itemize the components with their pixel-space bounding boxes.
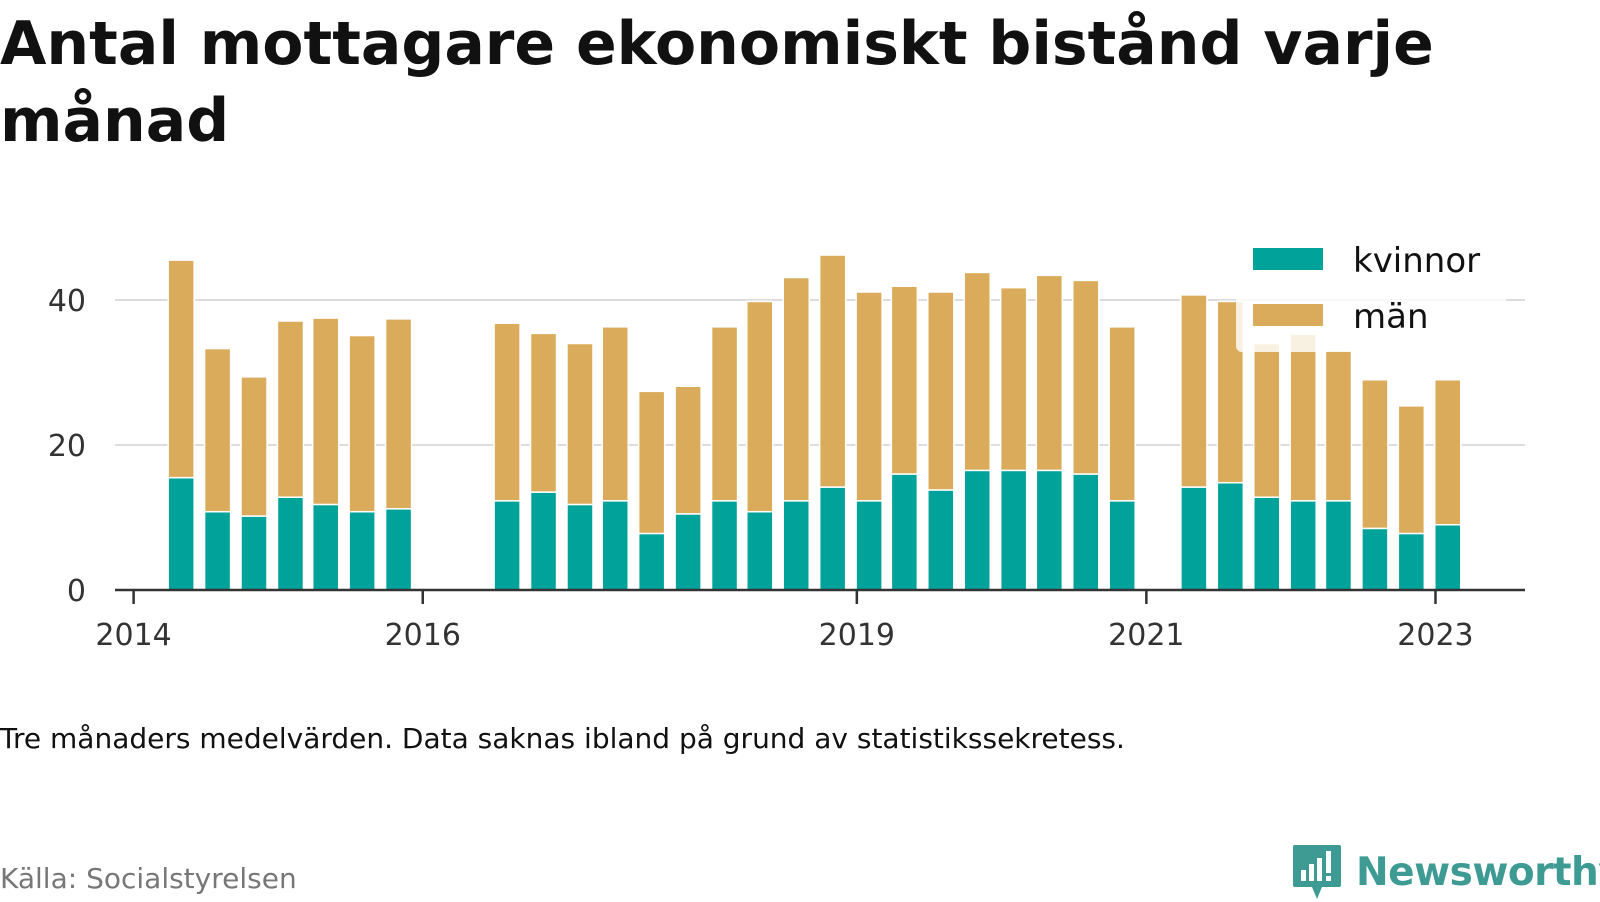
bar-kvinnor [746,510,774,591]
bar-kvinnor [1361,527,1389,591]
bar-man [566,342,594,506]
bar-kvinnor [890,473,919,591]
bar-man [746,300,774,513]
bar-man [674,385,702,515]
bar-kvinnor [710,500,739,591]
bar-kvinnor [1180,486,1208,591]
bar-man [782,276,810,502]
bar-man [384,318,413,510]
bar-man [276,320,305,498]
bar-kvinnor [999,469,1028,591]
bar-man [999,286,1028,472]
bar-kvinnor [348,510,376,591]
x-tick-label: 2014 [95,618,171,653]
bar-kvinnor [529,491,558,591]
bar-man [601,326,629,502]
bar-man [963,271,991,472]
y-tick-label: 0 [67,574,86,609]
bar-kvinnor [963,469,991,591]
bar-man [1324,350,1353,502]
bar-kvinnor [1397,532,1426,591]
bar-man [927,291,955,491]
bar-man [855,291,883,502]
legend-label: kvinnor [1353,241,1480,281]
bar-kvinnor [637,532,666,591]
bar-man [1361,379,1389,530]
bar-kvinnor [566,503,594,591]
bar-kvinnor [1434,524,1462,591]
chart-title: Antal mottagare ekonomiskt bistånd varje… [0,9,1434,156]
bar-kvinnor [493,500,521,591]
bar-man [493,322,521,502]
source-credit: Källa: Socialstyrelsen [0,862,297,895]
bar-kvinnor [674,513,702,591]
bar-kvinnor [1035,469,1064,591]
legend-swatch-man [1253,304,1323,326]
bar-kvinnor [240,515,268,591]
bar-kvinnor [276,496,305,591]
bar-man [890,285,919,475]
x-tick-label: 2019 [819,618,895,653]
bar-man [348,334,376,513]
bar-kvinnor [1324,500,1353,591]
bar-man [1072,279,1100,475]
bar-man [1035,274,1064,472]
chart-note: Tre månaders medelvärden. Data saknas ib… [0,722,1125,755]
stacked-bar-chart: 0 20 40 2014 2016 2019 2021 2023 kvinnor män [47,232,1525,653]
brand-name: Newsworthy [1356,849,1600,895]
bar-man [1434,379,1462,526]
bars [167,254,1462,591]
bar-man [1397,405,1426,535]
bar-kvinnor [927,489,955,591]
bar-man [1253,342,1281,498]
bar-man [167,259,195,479]
legend-label: män [1353,297,1429,337]
newsworthy-logo-icon [1293,845,1341,899]
bar-kvinnor [1289,500,1317,591]
y-tick-label: 40 [48,284,86,319]
bar-man [710,326,739,502]
bar-man [1289,333,1317,502]
bar-kvinnor [1253,496,1281,591]
bar-kvinnor [311,503,340,591]
axes: 0 20 40 2014 2016 2019 2021 2023 [48,284,1525,653]
bar-man [818,254,847,488]
bar-kvinnor [782,500,810,591]
bar-man [311,317,340,506]
bar-kvinnor [203,510,232,591]
bar-kvinnor [601,500,629,591]
bar-man [529,332,558,493]
bar-kvinnor [384,508,413,591]
bar-kvinnor [855,500,883,591]
brand-logo: Newsworthy [1292,842,1600,902]
bar-man [1180,294,1208,488]
bar-kvinnor [167,476,195,591]
bar-kvinnor [1072,473,1100,591]
x-tick-label: 2023 [1397,618,1473,653]
bar-kvinnor [818,486,847,591]
legend-swatch-kvinnor [1253,248,1323,270]
bar-kvinnor [1216,481,1245,591]
legend: kvinnor män [1236,232,1506,352]
x-tick-label: 2021 [1108,618,1184,653]
x-tick-label: 2016 [385,618,461,653]
bar-man [637,390,666,535]
y-tick-label: 20 [48,429,86,464]
bar-man [1108,326,1136,502]
bar-man [240,376,268,517]
bar-man [203,347,232,513]
bar-kvinnor [1108,500,1136,591]
